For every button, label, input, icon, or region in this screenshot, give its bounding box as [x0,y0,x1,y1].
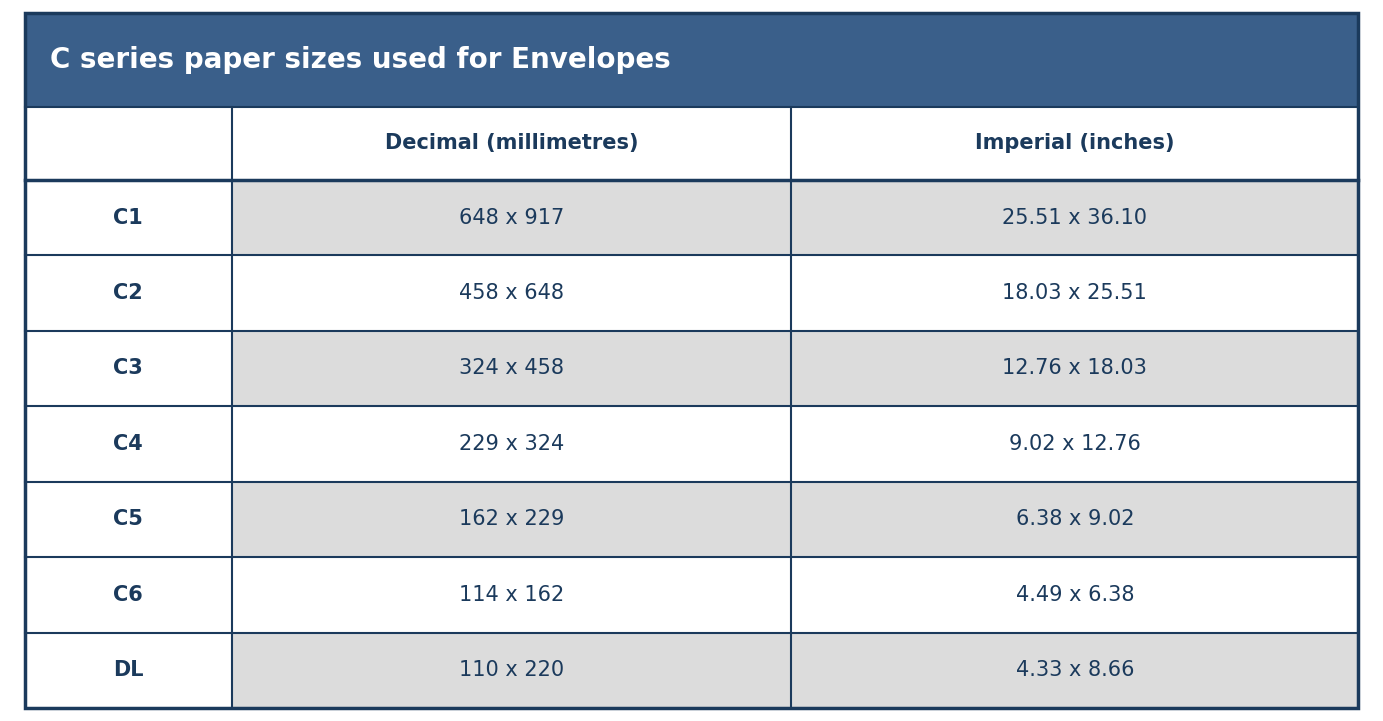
Text: Imperial (inches): Imperial (inches) [975,133,1174,154]
Text: 114 x 162: 114 x 162 [459,585,564,605]
Bar [25,557,231,632]
Text: 9.02 x 12.76: 9.02 x 12.76 [1008,434,1141,454]
Text: 162 x 229: 162 x 229 [459,509,564,529]
Bar [25,557,1358,632]
Bar [25,482,1358,557]
Bar [25,180,231,255]
Text: C1: C1 [113,208,142,228]
Bar [25,331,231,406]
Text: C4: C4 [113,434,142,454]
Text: C5: C5 [113,509,144,529]
Bar [25,180,1358,255]
Text: C series paper sizes used for Envelopes: C series paper sizes used for Envelopes [50,46,671,74]
Text: 12.76 x 18.03: 12.76 x 18.03 [1003,358,1148,379]
Text: 18.03 x 25.51: 18.03 x 25.51 [1003,283,1147,303]
Text: 648 x 917: 648 x 917 [459,208,564,228]
Bar [25,13,1358,107]
Bar [25,406,231,482]
Text: 4.49 x 6.38: 4.49 x 6.38 [1015,585,1134,605]
Bar [25,406,1358,482]
Text: DL: DL [113,660,144,681]
Text: 324 x 458: 324 x 458 [459,358,564,379]
Text: 25.51 x 36.10: 25.51 x 36.10 [1003,208,1148,228]
Text: 110 x 220: 110 x 220 [459,660,564,681]
Bar [25,107,1358,180]
Text: 229 x 324: 229 x 324 [459,434,564,454]
Text: 458 x 648: 458 x 648 [459,283,564,303]
Text: C2: C2 [113,283,142,303]
Text: C6: C6 [113,585,142,605]
Bar [25,331,1358,406]
Bar [25,632,231,708]
Text: 6.38 x 9.02: 6.38 x 9.02 [1015,509,1134,529]
Bar [25,255,231,331]
Text: 4.33 x 8.66: 4.33 x 8.66 [1015,660,1134,681]
Text: Decimal (millimetres): Decimal (millimetres) [384,133,639,154]
Bar [25,482,231,557]
Bar [25,632,1358,708]
Text: C3: C3 [113,358,142,379]
Bar [25,255,1358,331]
